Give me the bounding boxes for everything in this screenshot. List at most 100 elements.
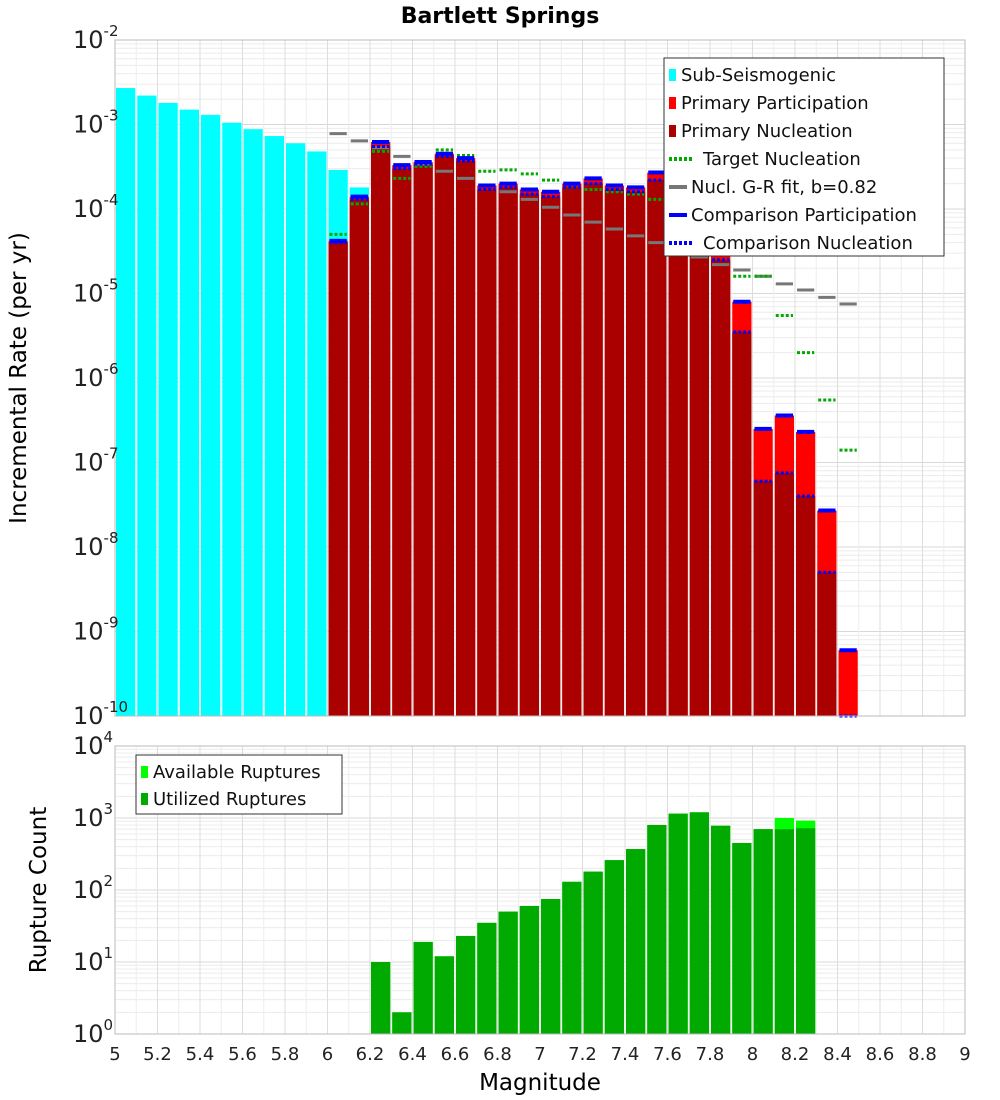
x-tick-label: 5.2 bbox=[143, 1044, 172, 1065]
primary-nucleation-bar bbox=[541, 196, 561, 717]
primary-nucleation-bar bbox=[774, 473, 794, 716]
primary-nucleation-bar bbox=[732, 332, 752, 716]
utilized-ruptures-bar bbox=[796, 828, 816, 1034]
sub-seismogenic-bar bbox=[179, 109, 199, 716]
x-tick-label: 8.8 bbox=[908, 1044, 937, 1065]
legend-swatch bbox=[669, 125, 676, 137]
legend-swatch bbox=[141, 766, 148, 778]
rate-y-tick-labels: 10-10 10-9 10-8 10-7 10-6 10-5 10-4 10-3 10-2 bbox=[73, 22, 128, 730]
primary-nucleation-bar bbox=[817, 572, 837, 716]
rate-series-lines bbox=[329, 132, 857, 718]
x-tick-label: 8 bbox=[747, 1044, 758, 1065]
primary-nucleation-bar bbox=[647, 180, 667, 716]
legend-swatch bbox=[669, 69, 676, 81]
x-tick-label: 8.2 bbox=[781, 1044, 810, 1065]
primary-nucleation-bar bbox=[689, 217, 709, 716]
primary-nucleation-bar bbox=[413, 164, 433, 716]
primary-nucleation-bar bbox=[626, 191, 646, 717]
rate-plot-border bbox=[114, 39, 966, 717]
legend-label: Available Ruptures bbox=[153, 762, 321, 783]
utilized-ruptures-bar bbox=[689, 812, 709, 1034]
utilized-ruptures-bar bbox=[753, 829, 773, 1034]
utilized-ruptures-bar bbox=[774, 829, 794, 1034]
x-tick-label: 6.6 bbox=[441, 1044, 470, 1065]
x-tick-label: 6.4 bbox=[398, 1044, 427, 1065]
y-tick-label: 100 bbox=[73, 1016, 113, 1048]
sub-seismogenic-bar bbox=[158, 102, 178, 717]
count-panel: 100 101 102 103 104 5 5.2 5.4 5.6 5.8 6 6.2 6.4 6.6 6… bbox=[26, 728, 971, 1096]
y-tick-label: 10-9 bbox=[73, 614, 119, 646]
y-tick-label: 10-10 bbox=[73, 698, 128, 730]
rate-legend: Sub-Seismogenic Primary Participation Prim… bbox=[663, 57, 945, 257]
x-tick-label: 6 bbox=[322, 1044, 333, 1065]
primary-nucleation-bar bbox=[349, 199, 369, 717]
legend-label: Primary Participation bbox=[681, 93, 869, 114]
primary-nucleation-bar bbox=[498, 187, 518, 717]
x-tick-label: 5.6 bbox=[228, 1044, 257, 1065]
x-tick-label: 9 bbox=[959, 1044, 970, 1065]
y-tick-label: 10-2 bbox=[73, 22, 119, 54]
primary-nucleation-bar bbox=[371, 146, 391, 717]
primary-nucleation-bar bbox=[711, 259, 731, 716]
primary-nucleation-bar bbox=[477, 189, 497, 716]
y-tick-label: 10-6 bbox=[73, 360, 119, 392]
x-tick-label: 7.4 bbox=[611, 1044, 640, 1065]
sub-seismogenic-bar bbox=[222, 122, 242, 717]
legend-label: Utilized Ruptures bbox=[153, 789, 306, 810]
x-tick-label: 6.8 bbox=[483, 1044, 512, 1065]
count-y-axis-label: Rupture Count bbox=[26, 807, 52, 973]
legend-label: Target Nucleation bbox=[702, 149, 861, 170]
utilized-ruptures-bar bbox=[583, 871, 603, 1034]
utilized-ruptures-bar bbox=[477, 922, 497, 1034]
primary-nucleation-bar bbox=[328, 242, 348, 717]
x-tick-label: 8.6 bbox=[866, 1044, 895, 1065]
x-axis-label: Magnitude bbox=[479, 1070, 601, 1096]
x-tick-label: 7.2 bbox=[568, 1044, 597, 1065]
y-tick-label: 103 bbox=[73, 800, 113, 832]
sub-seismogenic-bar bbox=[201, 114, 221, 717]
y-tick-label: 10-7 bbox=[73, 445, 119, 477]
utilized-ruptures-bar bbox=[392, 1012, 412, 1034]
utilized-ruptures-bar bbox=[668, 813, 688, 1034]
primary-nucleation-bar bbox=[434, 156, 454, 716]
y-tick-label: 10-8 bbox=[73, 529, 119, 561]
x-tick-label: 5.4 bbox=[186, 1044, 215, 1065]
x-tick-label: 5.8 bbox=[271, 1044, 300, 1065]
legend-label: Sub-Seismogenic bbox=[681, 65, 836, 86]
x-tick-label: 8.4 bbox=[823, 1044, 852, 1065]
x-tick-label: 7.6 bbox=[653, 1044, 682, 1065]
utilized-ruptures-bar bbox=[498, 911, 518, 1034]
rate-panel: 10-10 10-9 10-8 10-7 10-6 10-5 10-4 10-3 10-2 In… bbox=[6, 22, 966, 730]
y-tick-label: 10-5 bbox=[73, 276, 119, 308]
count-legend: Available Ruptures Utilized Ruptures bbox=[135, 754, 343, 815]
sub-seismogenic-bar bbox=[116, 88, 136, 717]
sub-seismogenic-bar bbox=[264, 136, 284, 717]
x-tick-labels: 5 5.2 5.4 5.6 5.8 6 6.2 6.4 6.6 6.8 7 7.2 7.4 7.6 7.8 8… bbox=[109, 1044, 970, 1065]
primary-participation-bar bbox=[838, 650, 858, 716]
x-tick-label: 7 bbox=[534, 1044, 545, 1065]
primary-nucleation-bar bbox=[604, 189, 624, 716]
utilized-ruptures-bar bbox=[626, 849, 646, 1034]
legend-label: Nucl. G-R fit, b=0.82 bbox=[691, 177, 877, 198]
utilized-ruptures-bar bbox=[434, 956, 454, 1034]
x-tick-label: 5 bbox=[109, 1044, 120, 1065]
legend-label: Comparison Participation bbox=[691, 205, 917, 226]
primary-nucleation-bar bbox=[392, 168, 412, 717]
sub-seismogenic-bar bbox=[286, 143, 306, 716]
rate-bars bbox=[116, 88, 858, 717]
utilized-ruptures-bar bbox=[413, 941, 433, 1034]
primary-nucleation-bar bbox=[583, 183, 603, 716]
sub-seismogenic-bar bbox=[137, 95, 157, 716]
y-tick-label: 10-3 bbox=[73, 107, 119, 139]
primary-nucleation-bar bbox=[796, 496, 816, 716]
primary-nucleation-bar bbox=[753, 481, 773, 716]
rate-y-axis-label: Incremental Rate (per yr) bbox=[6, 232, 32, 524]
primary-nucleation-bar bbox=[668, 196, 688, 717]
y-tick-label: 102 bbox=[73, 872, 113, 904]
count-plot-border bbox=[114, 745, 966, 1035]
primary-nucleation-bar bbox=[562, 187, 582, 717]
count-y-tick-labels: 100 101 102 103 104 bbox=[73, 728, 113, 1048]
legend-swatch bbox=[141, 793, 148, 805]
legend-label: Primary Nucleation bbox=[681, 121, 853, 142]
